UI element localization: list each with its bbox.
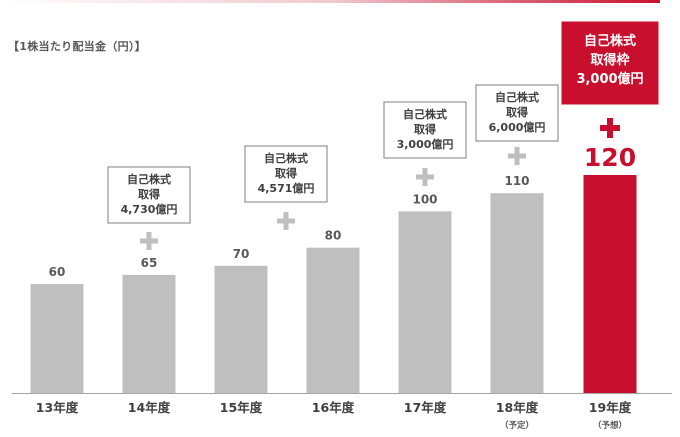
annotation-box [107, 166, 191, 224]
annotation-box [244, 145, 328, 203]
x-tick-note: （予定） [500, 420, 534, 431]
annotation-text: 自己株式 [584, 33, 636, 49]
x-tick-label: 18年度 [496, 400, 539, 415]
plus-icon [283, 212, 289, 230]
bar-15年度 [214, 265, 268, 393]
value-label: 60 [49, 265, 66, 279]
annotation-text: 取得 [506, 105, 528, 119]
annotation-text: 3,000億円 [576, 71, 643, 87]
top-accent-line [0, 0, 660, 3]
bar-16年度 [306, 247, 360, 393]
annotation-text: 自己株式 [403, 107, 447, 121]
x-tick-label: 17年度 [404, 400, 447, 415]
value-label: 80 [325, 229, 342, 243]
annotation-text: 取得 [138, 187, 160, 201]
bar-13年度 [30, 284, 84, 393]
x-tick-label: 19年度 [589, 400, 632, 415]
annotation-box [475, 84, 559, 142]
x-tick-label: 13年度 [36, 400, 79, 415]
value-label: 65 [141, 256, 158, 270]
annotation-text: 取得枠 [590, 52, 629, 68]
annotation-text: 自己株式 [264, 151, 308, 165]
annotation-text: 6,000億円 [489, 120, 546, 134]
bar-17年度 [398, 211, 452, 393]
plus-icon [146, 232, 152, 250]
bar-19年度 [583, 175, 637, 393]
plus-icon [422, 168, 428, 186]
bar-18年度 [490, 193, 544, 393]
plus-icon [514, 147, 520, 165]
value-label: 110 [504, 174, 529, 188]
chart-title: 【1株当たり配当金（円）】 [8, 40, 147, 53]
x-tick-label: 14年度 [128, 400, 171, 415]
annotation-text: 取得 [414, 122, 436, 136]
value-label: 100 [412, 192, 437, 206]
annotation-text: 自己株式 [495, 90, 539, 104]
annotation-box [561, 21, 659, 105]
annotation-text: 取得 [275, 166, 297, 180]
plus-icon [607, 118, 613, 138]
x-tick-note: （予想） [593, 420, 627, 431]
annotation-text: 4,571億円 [258, 181, 315, 195]
annotation-box [383, 101, 467, 159]
x-tick-label: 16年度 [312, 400, 355, 415]
bar-14年度 [122, 274, 176, 393]
annotation-text: 3,000億円 [397, 137, 454, 151]
annotation-text: 4,730億円 [121, 202, 178, 216]
annotation-text: 自己株式 [127, 172, 171, 186]
value-label: 120 [584, 143, 636, 172]
value-label: 70 [233, 247, 250, 261]
x-tick-label: 15年度 [220, 400, 263, 415]
